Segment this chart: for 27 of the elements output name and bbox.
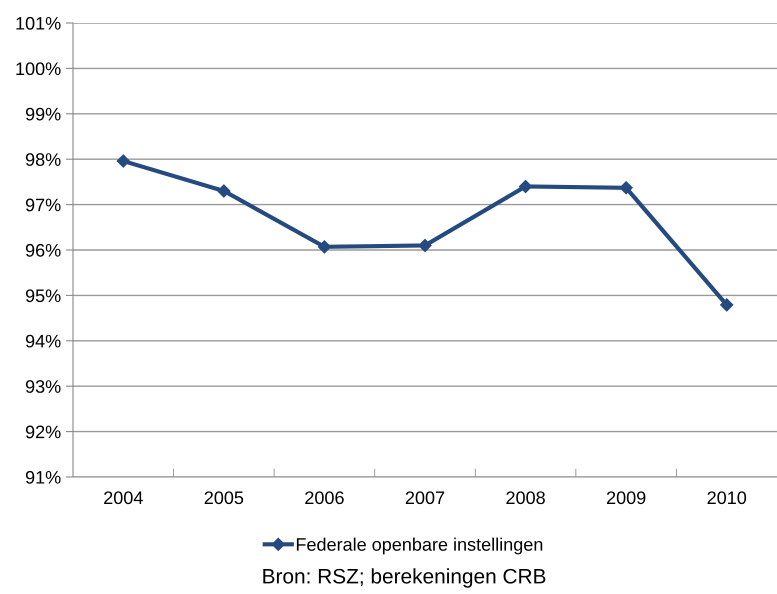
y-tick-label: 97%	[26, 198, 61, 212]
x-tick-label: 2007	[406, 491, 444, 504]
y-tick-label: 98%	[26, 153, 61, 166]
y-tick-label: 92%	[26, 426, 61, 438]
x-tick-label: 2006	[305, 491, 344, 504]
y-tick-label: 101%	[16, 16, 61, 30]
y-tick-label: 91%	[26, 470, 61, 484]
point	[720, 298, 734, 312]
x-tick-label: 2004	[104, 491, 143, 504]
point	[518, 180, 532, 194]
point	[116, 154, 130, 168]
y-tick-label: 96%	[26, 244, 61, 257]
text: Bron: RSZ; berekeningen CRB	[263, 568, 546, 588]
x-tick-label: 2008	[506, 491, 545, 504]
y-tick-label: 99%	[26, 108, 61, 121]
y-tick-label: 94%	[26, 334, 61, 348]
y-tick-label: 100%	[16, 62, 61, 76]
point	[318, 240, 332, 254]
point	[217, 184, 230, 198]
point	[418, 238, 432, 252]
x-tick-label: 2005	[204, 491, 244, 504]
point	[620, 181, 633, 194]
y-tick-label: 93%	[26, 380, 61, 393]
legend-label: Federale openbare instellingen	[296, 538, 542, 554]
x-tick-label: 2009	[606, 491, 646, 504]
x-tick-label: 2010	[708, 491, 746, 504]
y-tick-label: 95%	[26, 289, 61, 302]
